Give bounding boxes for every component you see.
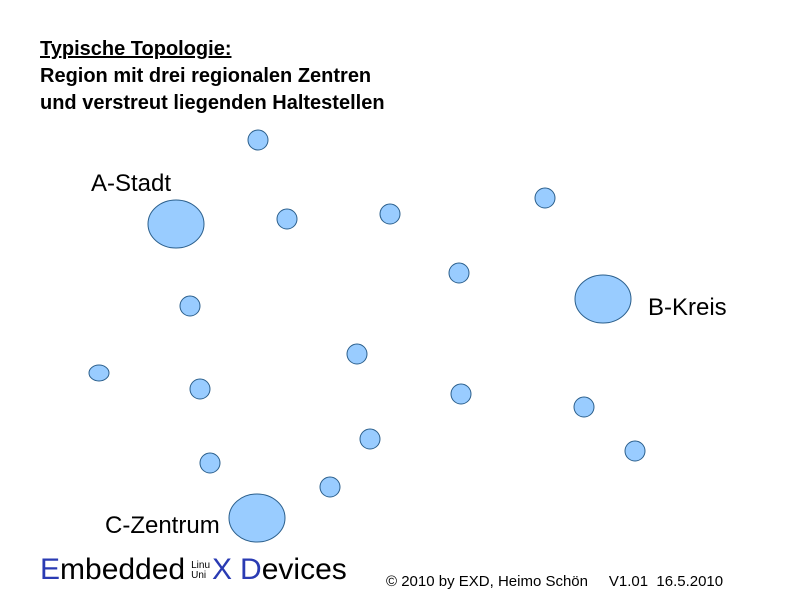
stop-node [379, 203, 401, 225]
logo-text-evices: evices [261, 553, 347, 586]
stop-node [624, 440, 646, 462]
footer: © 2010 by EXD, Heimo Schön V1.01 16.5.20… [386, 573, 723, 590]
logo-letter-d: D [240, 553, 262, 586]
title-line-3: und verstreut liegenden Haltestellen [40, 92, 385, 114]
logo-letter-e: E [40, 553, 61, 586]
stop-node [276, 208, 298, 230]
stop-node [319, 476, 341, 498]
footer-date: 16.5.2010 [656, 573, 724, 590]
regional-centers [147, 199, 632, 543]
stop-node [450, 383, 472, 405]
logo-letter-x: X [212, 553, 233, 586]
stop-node [359, 428, 381, 450]
center-node-a-stadt [147, 199, 205, 249]
logo-text-mbedded: mbedded [60, 553, 186, 586]
footer-version: V1.01 [608, 573, 649, 590]
footer-copyright: © 2010 by EXD, Heimo Schön [386, 573, 588, 590]
stop-node [346, 343, 368, 365]
stop-node [179, 295, 201, 317]
stop-node [247, 129, 269, 151]
stop-node [88, 364, 110, 382]
center-label-c-zentrum: C-Zentrum [105, 512, 220, 539]
stop-node [534, 187, 556, 209]
logo-text-linu: Linu [191, 560, 211, 571]
stops [88, 129, 646, 498]
stop-node [448, 262, 470, 284]
center-node-c-zentrum [228, 493, 286, 543]
center-label-a-stadt: A-Stadt [91, 170, 171, 197]
logo-text-uni: Uni [191, 570, 207, 581]
stop-node [573, 396, 595, 418]
stop-node [189, 378, 211, 400]
title-line-2: Region mit drei regionalen Zentren [40, 65, 372, 87]
title-line-1: Typische Topologie: [40, 38, 232, 60]
diagram-title: Typische Topologie: Region mit drei regi… [40, 36, 385, 117]
stop-node [199, 452, 221, 474]
center-node-b-kreis [574, 274, 632, 324]
center-label-b-kreis: B-Kreis [648, 294, 727, 321]
center-labels: A-Stadt B-Kreis C-Zentrum [91, 170, 727, 539]
logo-linux-unix-stack: Linu Uni [191, 561, 210, 581]
exd-logo: E mbedded Linu Uni X D evices [40, 555, 347, 585]
